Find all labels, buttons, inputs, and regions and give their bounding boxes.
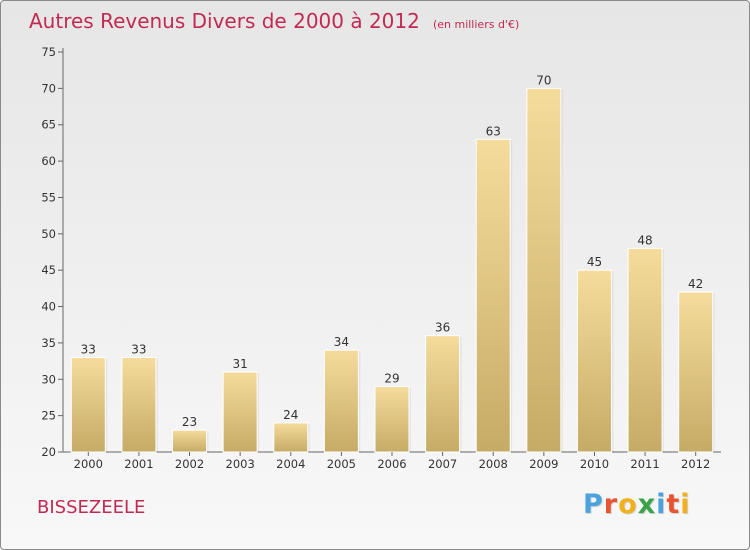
y-tick-label: 65 bbox=[41, 118, 56, 132]
bar-value-label: 70 bbox=[536, 73, 551, 87]
y-tick-label: 60 bbox=[41, 154, 56, 168]
bar bbox=[273, 422, 309, 453]
bar-value-label: 63 bbox=[486, 124, 501, 138]
logo-letter: x bbox=[637, 489, 657, 520]
y-tick-label: 40 bbox=[41, 300, 56, 314]
bar-value-label: 31 bbox=[233, 357, 248, 371]
logo-letter: P bbox=[583, 489, 604, 520]
logo-letter: o bbox=[618, 489, 638, 520]
chart-subtitle: (en milliers d'€) bbox=[432, 18, 520, 31]
logo-letter: i bbox=[656, 489, 667, 520]
x-tick-label: 2007 bbox=[428, 457, 457, 471]
x-tick-label: 2010 bbox=[580, 457, 609, 471]
y-tick-label: 50 bbox=[41, 227, 56, 241]
y-tick-label: 70 bbox=[41, 81, 56, 95]
bar bbox=[678, 291, 714, 453]
x-tick-label: 2001 bbox=[124, 457, 153, 471]
logo-letter: r bbox=[603, 489, 619, 520]
y-tick-label: 75 bbox=[41, 45, 56, 59]
x-tick-label: 2005 bbox=[327, 457, 356, 471]
chart-title: Autres Revenus Divers de 2000 à 2012 bbox=[29, 9, 420, 33]
y-tick-label: 30 bbox=[41, 372, 56, 386]
bar-value-label: 33 bbox=[81, 342, 96, 356]
x-tick-label: 2002 bbox=[175, 457, 204, 471]
bar-value-label: 23 bbox=[182, 415, 197, 429]
commune-name: BISSEZEELE bbox=[37, 497, 146, 518]
x-tick-label: 2003 bbox=[226, 457, 255, 471]
title-row: Autres Revenus Divers de 2000 à 2012 (en… bbox=[29, 9, 519, 33]
bar-value-label: 29 bbox=[384, 372, 399, 386]
x-tick-label: 2004 bbox=[276, 457, 305, 471]
bar-value-label: 34 bbox=[334, 335, 349, 349]
bar bbox=[121, 356, 157, 453]
bar bbox=[222, 371, 258, 453]
y-tick-label: 25 bbox=[41, 409, 56, 423]
x-tick-label: 2006 bbox=[377, 457, 406, 471]
bar bbox=[374, 386, 410, 453]
bar bbox=[172, 429, 208, 453]
y-tick-label: 20 bbox=[41, 445, 56, 459]
logo-letter: t bbox=[666, 489, 681, 520]
bar-value-label: 33 bbox=[131, 342, 146, 356]
bar bbox=[627, 247, 663, 453]
bar-value-label: 45 bbox=[587, 255, 602, 269]
y-tick-label: 35 bbox=[41, 336, 56, 350]
x-tick-label: 2012 bbox=[681, 457, 710, 471]
bar bbox=[425, 335, 461, 453]
x-tick-label: 2008 bbox=[479, 457, 508, 471]
bar-value-label: 36 bbox=[435, 321, 450, 335]
bar-value-label: 48 bbox=[637, 233, 652, 247]
y-tick-label: 55 bbox=[41, 190, 56, 204]
proxiti-logo[interactable]: Proxiti bbox=[583, 489, 691, 520]
x-tick-label: 2000 bbox=[74, 457, 103, 471]
logo-letter: i bbox=[680, 489, 691, 520]
bar bbox=[576, 269, 612, 453]
bar bbox=[526, 87, 562, 453]
y-tick-label: 45 bbox=[41, 263, 56, 277]
bar-value-label: 42 bbox=[688, 277, 703, 291]
bar bbox=[70, 356, 106, 453]
bar bbox=[323, 349, 359, 453]
x-tick-label: 2011 bbox=[630, 457, 659, 471]
bar-value-label: 24 bbox=[283, 408, 298, 422]
bar bbox=[475, 138, 511, 453]
x-tick-label: 2009 bbox=[529, 457, 558, 471]
